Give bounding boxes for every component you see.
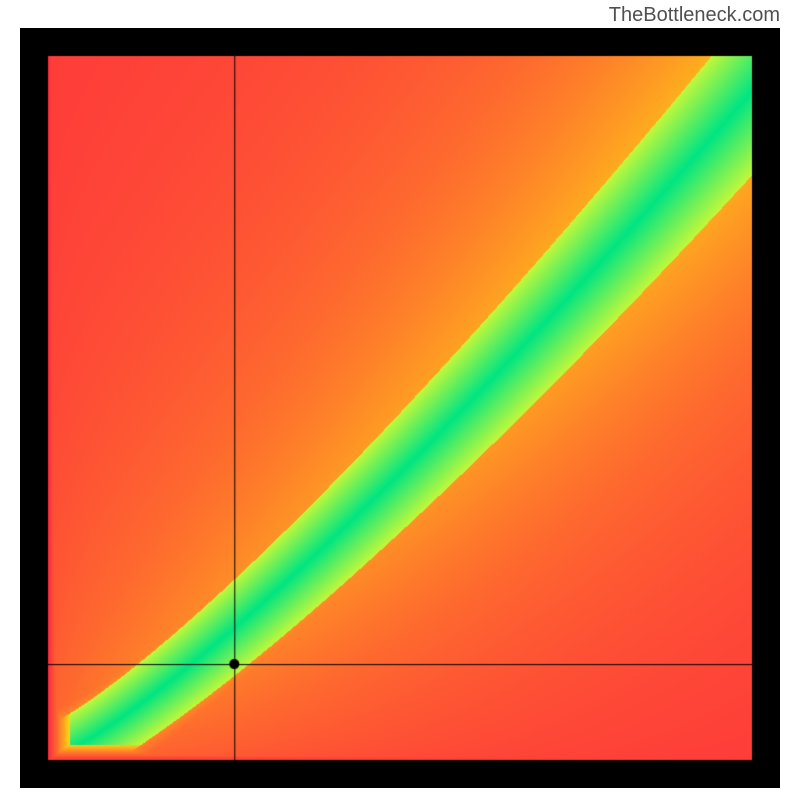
heatmap-canvas <box>20 28 780 788</box>
bottleneck-heatmap <box>20 28 780 788</box>
watermark-text: TheBottleneck.com <box>609 4 780 27</box>
